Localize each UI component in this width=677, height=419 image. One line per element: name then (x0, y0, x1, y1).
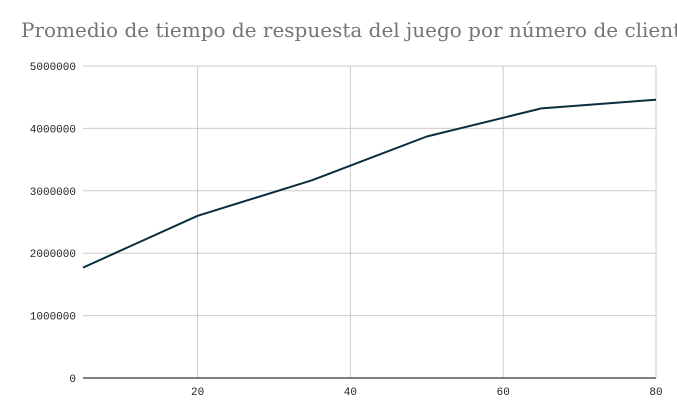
x-tick-label: 20 (191, 387, 204, 399)
y-tick-label: 1000000 (30, 312, 76, 324)
y-tick-label: 3000000 (30, 187, 76, 199)
y-tick-label: 2000000 (30, 249, 76, 261)
x-tick-label: 80 (649, 387, 662, 399)
series-group (82, 98, 657, 269)
y-axis-ticks: 0 1000000 2000000 3000000 4000000 5000000 (30, 62, 76, 386)
y-tick-label: 4000000 (30, 124, 76, 136)
x-tick-label: 40 (344, 387, 357, 399)
gridlines (83, 65, 657, 378)
y-tick-label: 5000000 (30, 62, 76, 74)
series-line (82, 98, 657, 269)
y-tick-label: 0 (69, 374, 76, 386)
x-axis-ticks: 20 40 60 80 (191, 387, 663, 399)
chart-title: Promedio de tiempo de respuesta del jueg… (21, 18, 677, 42)
x-tick-label: 60 (497, 387, 510, 399)
